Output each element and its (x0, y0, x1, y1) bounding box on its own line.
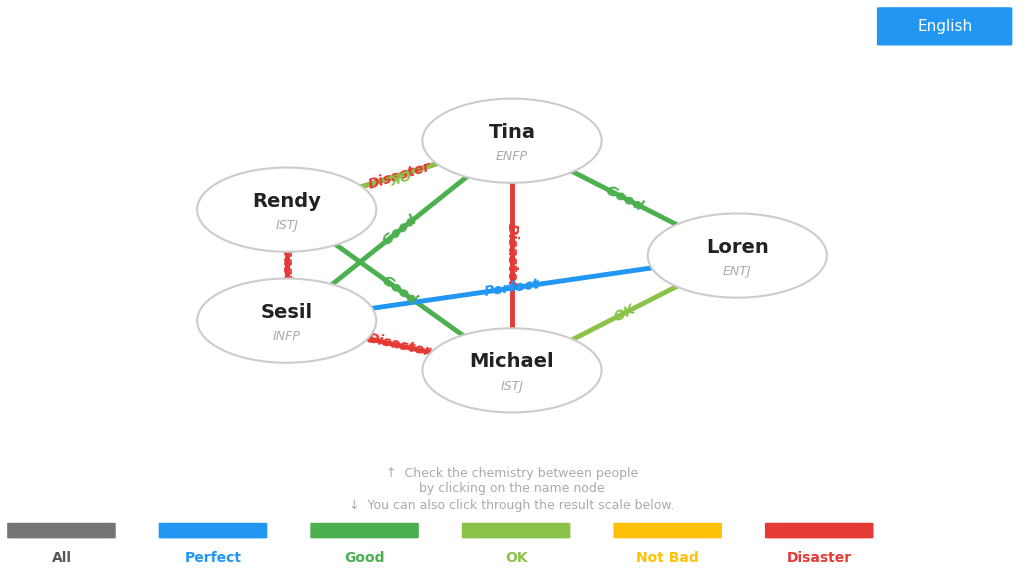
Text: ENFP: ENFP (496, 150, 528, 163)
Text: OK: OK (505, 551, 527, 565)
FancyBboxPatch shape (159, 523, 267, 539)
Text: OK: OK (386, 165, 413, 185)
Text: Perfect: Perfect (184, 551, 242, 565)
Text: Good: Good (344, 551, 385, 565)
Text: Not Bad: Not Bad (636, 551, 699, 565)
Ellipse shape (197, 278, 377, 363)
Text: ISTJ: ISTJ (275, 219, 298, 232)
Text: Good: Good (603, 183, 646, 214)
Text: ISTJ: ISTJ (501, 380, 523, 393)
Text: ↓  You can also click through the result scale below.: ↓ You can also click through the result … (349, 499, 675, 512)
FancyBboxPatch shape (613, 523, 722, 539)
Text: Rendy: Rendy (252, 192, 322, 211)
Text: Our MBTI Chemistry: Our MBTI Chemistry (128, 17, 364, 36)
Ellipse shape (422, 99, 602, 183)
Text: Michael: Michael (470, 352, 554, 371)
Text: Good: Good (379, 213, 420, 249)
Ellipse shape (197, 167, 377, 252)
Text: ENTJ: ENTJ (723, 265, 752, 278)
FancyBboxPatch shape (765, 523, 873, 539)
Text: Good: Good (379, 273, 420, 307)
Text: Disaster: Disaster (505, 223, 519, 288)
Ellipse shape (647, 214, 827, 297)
Text: Perfect: Perfect (483, 277, 541, 299)
Ellipse shape (422, 328, 602, 413)
Text: OK: OK (611, 301, 638, 324)
Text: ↑  Check the chemistry between people: ↑ Check the chemistry between people (386, 467, 638, 480)
Text: English: English (918, 19, 973, 34)
Text: Disaster: Disaster (367, 159, 432, 191)
Text: by clicking on the name node: by clicking on the name node (419, 482, 605, 496)
Text: Tina: Tina (488, 123, 536, 142)
FancyBboxPatch shape (7, 523, 116, 539)
FancyBboxPatch shape (462, 523, 570, 539)
Text: All: All (51, 551, 72, 565)
Text: Sesil: Sesil (261, 303, 312, 321)
FancyBboxPatch shape (310, 523, 419, 539)
Text: Disaster: Disaster (367, 332, 432, 359)
Text: Disaster: Disaster (280, 233, 294, 297)
FancyBboxPatch shape (876, 6, 1014, 47)
Text: Loren: Loren (706, 238, 769, 257)
Text: Disaster: Disaster (786, 551, 852, 565)
Text: INFP: INFP (272, 330, 301, 343)
